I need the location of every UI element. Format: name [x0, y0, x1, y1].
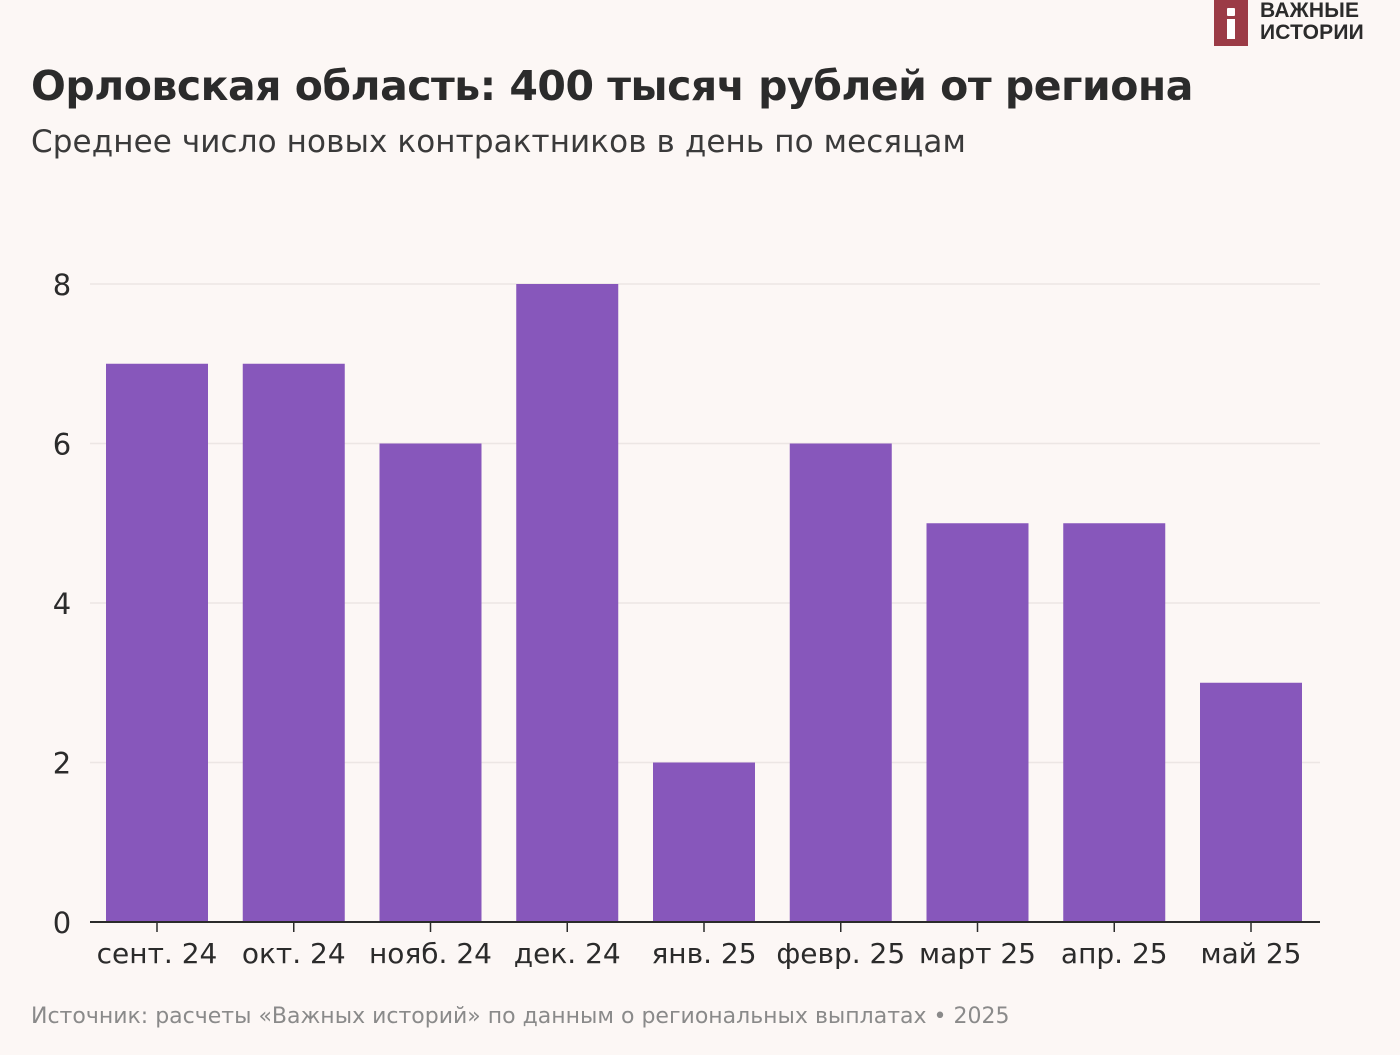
x-tick-label: май 25 — [1200, 937, 1301, 970]
brand-line-1: ВАЖНЫЕ — [1260, 0, 1360, 22]
bar-chart: 0 2 4 6 8 сент. 24 окт. 24 нояб. 24 дек. 24 янв. … — [53, 268, 1320, 970]
brand-logo: ВАЖНЫЕ ИСТОРИИ — [1214, 0, 1364, 46]
bar-9 — [1200, 682, 1302, 922]
y-tick-label: 0 — [53, 906, 71, 940]
y-tick-label: 8 — [53, 268, 71, 302]
brand-line-2: ИСТОРИИ — [1260, 21, 1364, 44]
bar-8 — [1063, 523, 1166, 922]
y-tick-label: 6 — [53, 428, 71, 462]
bar-3 — [379, 443, 482, 922]
bar-5 — [653, 762, 755, 922]
source-note: Источник: расчеты «Важных историй» по да… — [31, 1004, 1010, 1029]
x-tick-label: окт. 24 — [242, 937, 346, 970]
brand-name: ВАЖНЫЕ ИСТОРИИ — [1260, 0, 1364, 44]
x-tick-label: апр. 25 — [1061, 937, 1168, 970]
bar-4 — [516, 284, 619, 922]
y-tick-label: 2 — [53, 747, 71, 781]
bar-6 — [789, 443, 892, 922]
chart-title: Орловская область: 400 тысяч рублей от р… — [31, 62, 1193, 110]
bar-2 — [242, 363, 345, 922]
x-tick-label: дек. 24 — [514, 937, 621, 970]
brand-i-icon — [1214, 0, 1248, 46]
x-tick-label: февр. 25 — [776, 937, 905, 970]
bar-1 — [106, 363, 208, 922]
x-tick-label: янв. 25 — [651, 937, 756, 970]
x-tick-label: нояб. 24 — [369, 937, 492, 970]
x-tick-label: сент. 24 — [97, 937, 218, 970]
bar-7 — [926, 523, 1029, 922]
y-tick-label: 4 — [53, 587, 71, 621]
x-tick-label: март 25 — [919, 937, 1036, 970]
chart-subtitle: Среднее число новых контрактников в день… — [31, 124, 966, 160]
